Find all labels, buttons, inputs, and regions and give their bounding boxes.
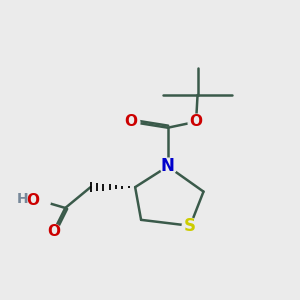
Text: O: O bbox=[190, 114, 202, 129]
Text: S: S bbox=[184, 217, 196, 235]
Text: H: H bbox=[17, 192, 28, 206]
Text: O: O bbox=[47, 224, 60, 239]
Text: O: O bbox=[26, 193, 39, 208]
Text: N: N bbox=[161, 157, 175, 175]
Text: O: O bbox=[124, 114, 137, 129]
